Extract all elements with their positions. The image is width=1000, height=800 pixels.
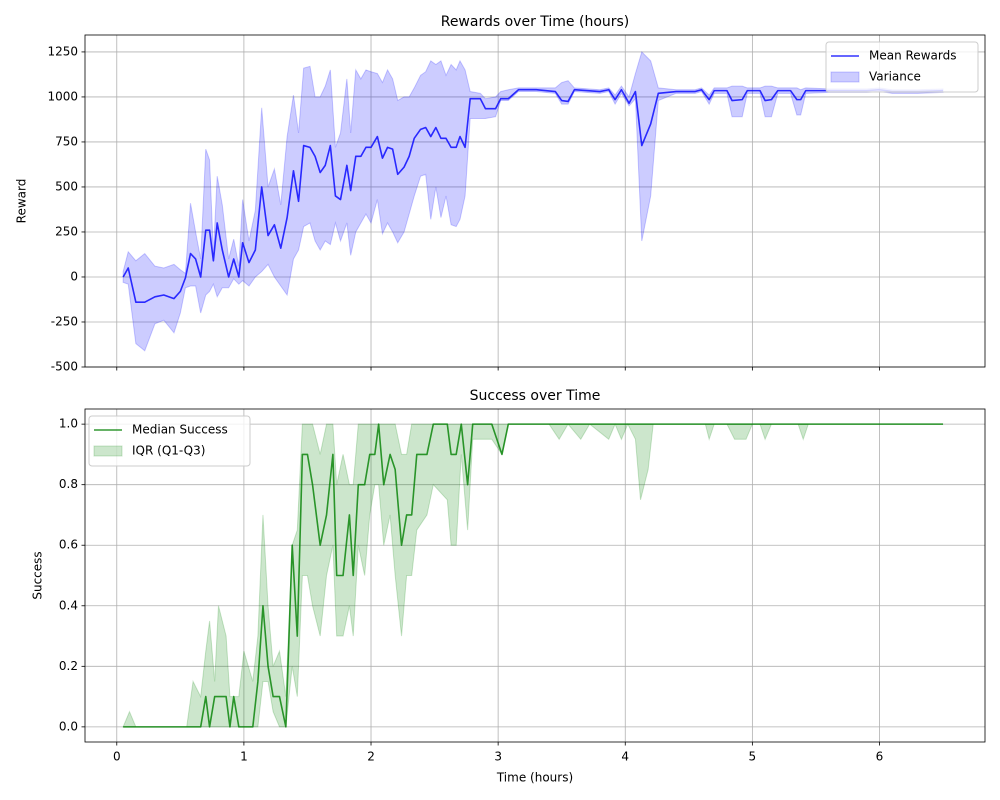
legend-label: Mean Rewards: [869, 49, 956, 63]
legend-label: Variance: [869, 70, 921, 84]
x-tick-label: 5: [749, 750, 757, 764]
y-tick-label: 750: [55, 134, 78, 148]
x-tick-label: 3: [494, 750, 502, 764]
y-tick-label: 0.6: [59, 538, 78, 552]
y-tick-label: 0.8: [59, 477, 78, 491]
x-tick-label: 4: [621, 750, 629, 764]
legend-label: IQR (Q1-Q3): [132, 444, 205, 458]
y-tick-label: 0.4: [59, 598, 78, 612]
y-axis-label: Success: [31, 551, 45, 599]
y-tick-label: 0.0: [59, 719, 78, 733]
legend-label: Median Success: [132, 423, 228, 437]
y-tick-label: 250: [55, 224, 78, 238]
y-tick-label: -250: [51, 314, 78, 328]
x-tick-label: 1: [240, 750, 248, 764]
band-area: [122, 422, 944, 728]
chart-title: Success over Time: [470, 388, 601, 404]
x-tick-label: 6: [876, 750, 884, 764]
y-tick-label: 500: [55, 179, 78, 193]
y-tick-label: 1000: [47, 89, 78, 103]
y-tick-label: 0.2: [59, 659, 78, 673]
axes-frame: [84, 34, 986, 368]
line: [123, 423, 944, 728]
y-tick-label: -500: [51, 360, 78, 374]
y-tick-label: 1.0: [59, 417, 78, 431]
line: [122, 88, 944, 303]
y-tick-label: 0: [70, 269, 78, 283]
axes-frame: [84, 408, 986, 743]
x-tick-label: 0: [113, 750, 121, 764]
x-axis-label: Time (hours): [496, 771, 573, 785]
chart-title: Rewards over Time (hours): [441, 14, 630, 30]
legend-box: [825, 41, 979, 93]
legend-box: [88, 415, 251, 467]
x-tick-label: 2: [367, 750, 375, 764]
legend-swatch: [830, 71, 860, 83]
y-tick-label: 1250: [47, 44, 78, 58]
legend-swatch: [93, 445, 123, 457]
y-axis-label: Reward: [15, 179, 29, 224]
